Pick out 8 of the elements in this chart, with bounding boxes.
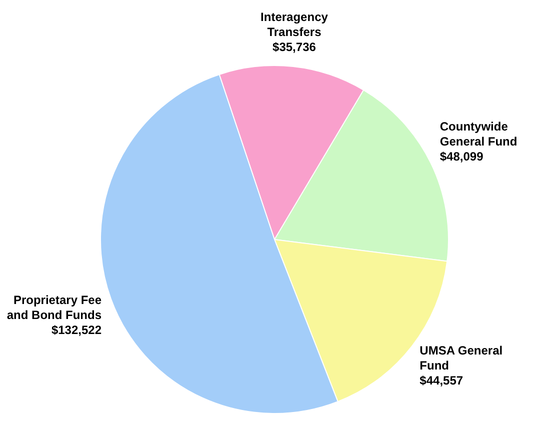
slice-label: Countywide General Fund xyxy=(440,120,518,149)
data-label: $48,099 xyxy=(440,150,484,164)
slice-label: Interagency Transfers xyxy=(260,10,328,39)
slice-label: Proprietary Fee and Bond Funds xyxy=(6,293,102,322)
data-label: $132,522 xyxy=(51,323,102,338)
slice-label: UMSA General Fund xyxy=(420,343,503,372)
data-label: $35,736 xyxy=(272,40,316,54)
data-label: $44,557 xyxy=(420,373,464,388)
